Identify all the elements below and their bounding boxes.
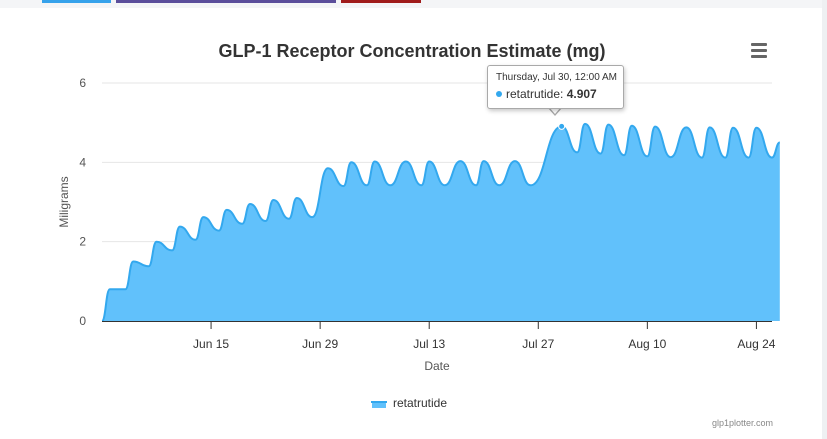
page-scroll-edge bbox=[822, 0, 827, 439]
y-axis-label: Miligrams bbox=[57, 176, 71, 227]
series-line-retatrutide bbox=[101, 122, 781, 322]
y-tick-label: 4 bbox=[79, 155, 86, 169]
tooltip-row: retatrutide: 4.907 bbox=[496, 86, 615, 102]
y-tick-label: 0 bbox=[79, 314, 86, 328]
y-tick-label: 2 bbox=[79, 235, 86, 249]
x-tick-label: Jun 15 bbox=[193, 337, 229, 351]
tooltip-date: Thursday, Jul 30, 12:00 AM bbox=[496, 72, 617, 83]
chart-title: GLP-1 Receptor Concentration Estimate (m… bbox=[218, 41, 605, 61]
credits-link[interactable]: glp1plotter.com bbox=[711, 418, 773, 428]
tooltip-series-name: retatrutide bbox=[506, 87, 561, 101]
hamburger-menu-icon[interactable] bbox=[745, 35, 773, 65]
legend-area-line bbox=[371, 401, 387, 403]
legend-item-retatrutide[interactable]: retatrutide bbox=[371, 394, 447, 412]
x-tick-label: Aug 24 bbox=[737, 337, 775, 351]
x-tick-label: Jul 27 bbox=[522, 337, 554, 351]
x-tick-label: Jul 13 bbox=[413, 337, 445, 351]
tooltip-series-dot bbox=[496, 91, 502, 97]
y-tick-label: 6 bbox=[79, 76, 86, 90]
top-button-purple[interactable] bbox=[116, 0, 336, 3]
legend-label: retatrutide bbox=[393, 396, 448, 410]
tooltip-value: 4.907 bbox=[566, 87, 597, 101]
series-area-retatrutide bbox=[102, 123, 780, 322]
x-axis-label: Date bbox=[424, 359, 450, 373]
top-button-red[interactable] bbox=[341, 0, 421, 3]
highlight-point bbox=[558, 122, 566, 130]
x-tick-label: Jun 29 bbox=[302, 337, 338, 351]
legend-area-fill bbox=[372, 402, 386, 408]
top-button-blue[interactable] bbox=[42, 0, 111, 3]
tooltip-arrow-inner bbox=[549, 107, 561, 114]
x-tick-label: Aug 10 bbox=[628, 337, 666, 351]
chart-tooltip: Thursday, Jul 30, 12:00 AM retatrutide: … bbox=[487, 65, 624, 109]
legend-area-icon bbox=[371, 397, 387, 409]
